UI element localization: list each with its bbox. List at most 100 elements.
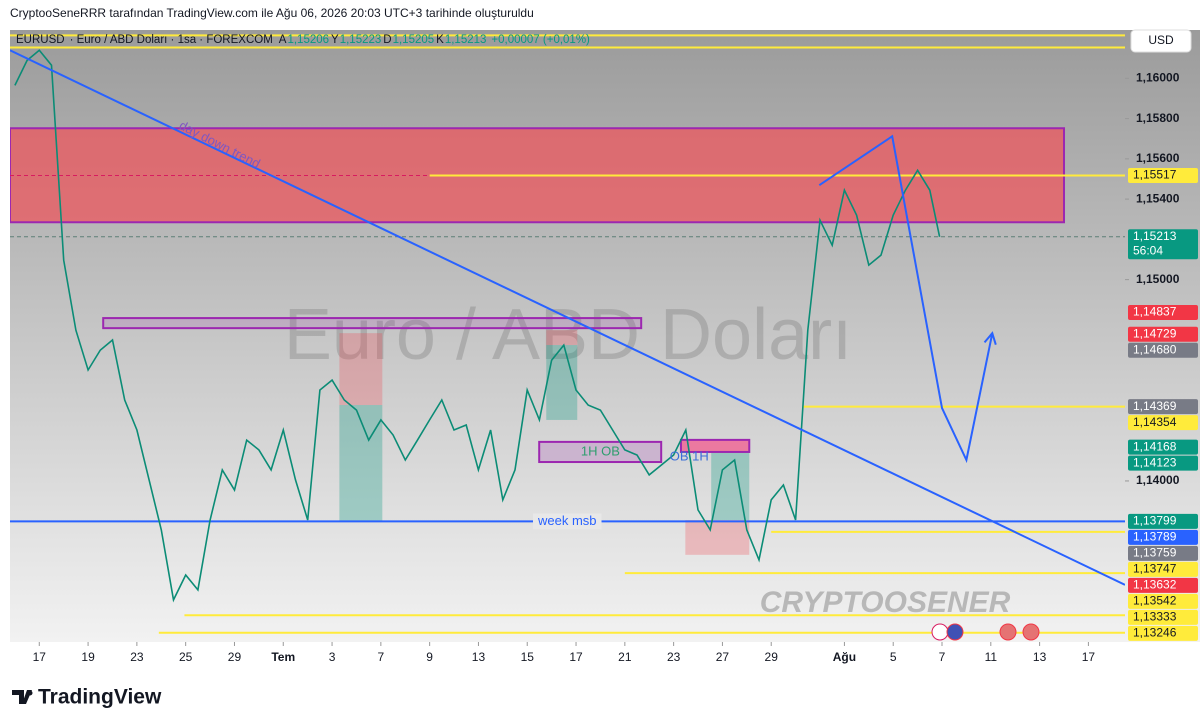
price-label-text: 1,13789 <box>1133 530 1177 544</box>
x-tick-label: 7 <box>939 650 946 664</box>
price-label-text: 1,13632 <box>1133 578 1177 592</box>
price-label <box>1128 415 1198 431</box>
x-tick-label: 29 <box>765 650 779 664</box>
price-label-text: 1,14369 <box>1133 399 1177 413</box>
price-label-text: 1,14729 <box>1133 326 1177 340</box>
event-icon <box>931 623 949 641</box>
change: +0,00007 (+0,01%) <box>491 34 590 46</box>
zone <box>679 438 751 453</box>
x-tick-label: 3 <box>329 650 336 664</box>
x-tick-label: 29 <box>228 650 242 664</box>
y-tick-label: 1,16000 <box>1136 70 1180 84</box>
zone <box>102 317 643 330</box>
price-label <box>1128 229 1198 260</box>
annotation: OB 1H <box>670 448 709 463</box>
x-tick-label: 17 <box>1082 650 1096 664</box>
ohlc-value: 1,15213 <box>445 34 487 46</box>
price-label <box>1128 561 1198 577</box>
x-tick-label: Ağu <box>833 650 856 664</box>
x-tick-label: 11 <box>985 650 998 664</box>
price-label-text: 1,14354 <box>1133 415 1177 429</box>
price-label <box>1128 168 1198 184</box>
x-tick-label: 23 <box>667 650 681 664</box>
annotation: 1H OB <box>581 443 620 458</box>
logo-icon <box>27 690 33 696</box>
price-label-text: 1,13799 <box>1133 514 1177 528</box>
x-tick-label: 17 <box>33 650 47 664</box>
currency[interactable]: USD <box>1148 33 1174 47</box>
zone <box>538 440 663 464</box>
ohlc-key: K <box>436 34 444 46</box>
ohlc-value: 1,15206 <box>287 34 329 46</box>
price-label-text: 1,13333 <box>1133 610 1177 624</box>
price-label-text: 1,15213 <box>1133 229 1177 243</box>
y-tick-label: 1,15400 <box>1136 191 1180 205</box>
zone <box>339 333 383 406</box>
x-tick-label: 17 <box>569 650 583 664</box>
zone <box>546 345 578 420</box>
price-label <box>1128 513 1198 529</box>
price-label <box>1128 529 1198 545</box>
x-tick-label: 13 <box>1033 650 1047 664</box>
price-line <box>14 49 941 603</box>
annotation-background <box>532 513 602 530</box>
header: CryptooSeneRRR tarafından TradingView.co… <box>10 6 534 20</box>
x-tick-label: 23 <box>130 650 144 664</box>
price-label-text: 1,15517 <box>1133 168 1177 182</box>
x-tick-label: 9 <box>426 650 433 664</box>
x-tick-label: 15 <box>521 650 535 664</box>
price-label <box>1128 399 1198 415</box>
x-tick-label: 25 <box>179 650 193 664</box>
price-label-text: 1,13246 <box>1133 626 1177 640</box>
ohlc-value: 1,15205 <box>393 34 435 46</box>
plot: Euro / ABD Doları CRYPTOOSENER day down … <box>10 34 1125 634</box>
x-tick-label: Tem <box>271 650 295 664</box>
arrow-head <box>983 331 997 345</box>
currency-button[interactable] <box>1130 29 1192 53</box>
symbol-desc: · Euro / ABD Doları · 1sa · FOREXCOM <box>70 34 273 46</box>
x-tick-label: 5 <box>890 650 897 664</box>
price-label-text: 1,13747 <box>1133 562 1177 576</box>
price-label-text: 1,14168 <box>1133 439 1177 453</box>
y-tick-label: 1,14000 <box>1136 473 1180 487</box>
ohlc-key: Y <box>331 34 339 46</box>
price-label-text: 1,14680 <box>1133 342 1177 356</box>
price-label <box>1128 326 1198 342</box>
price-label <box>1128 455 1198 471</box>
price-label <box>1128 609 1198 625</box>
y-tick-label: 1,15800 <box>1136 111 1180 125</box>
trendline <box>10 49 1125 586</box>
price-label <box>1128 625 1198 641</box>
ohlc-value: 1,15223 <box>340 34 382 46</box>
event-icons <box>931 623 1040 641</box>
x-tick-label: 7 <box>378 650 385 664</box>
price-label <box>1128 439 1198 455</box>
countdown: 56:04 <box>1133 243 1163 257</box>
price-label-text: 1,13759 <box>1133 546 1177 560</box>
logo-text: TradingView <box>38 686 162 709</box>
x-tick-label: 21 <box>618 650 632 664</box>
logo <box>12 690 33 704</box>
annotation: week msb <box>537 513 597 528</box>
x-tick-label: 27 <box>716 650 730 664</box>
price-label <box>1128 577 1198 593</box>
x-tick-label: 13 <box>472 650 486 664</box>
zone <box>339 405 383 522</box>
price-label <box>1128 304 1198 320</box>
price-label-text: 1,14123 <box>1133 455 1177 469</box>
price-label <box>1128 545 1198 561</box>
signature: CRYPTOOSENER <box>760 586 1011 619</box>
symbol: EURUSD <box>16 34 65 46</box>
event-icon <box>999 623 1017 641</box>
event-icon <box>946 623 964 641</box>
price-label-text: 1,13542 <box>1133 594 1177 608</box>
ohlc-key: D <box>383 34 391 46</box>
ohlc-key: A <box>279 34 287 46</box>
x-tick-label: 19 <box>81 650 95 664</box>
y-tick-label: 1,15000 <box>1136 272 1180 286</box>
zone <box>546 330 578 346</box>
price-label-text: 1,14837 <box>1133 305 1177 319</box>
price-label <box>1128 593 1198 609</box>
price-label <box>1128 342 1198 358</box>
